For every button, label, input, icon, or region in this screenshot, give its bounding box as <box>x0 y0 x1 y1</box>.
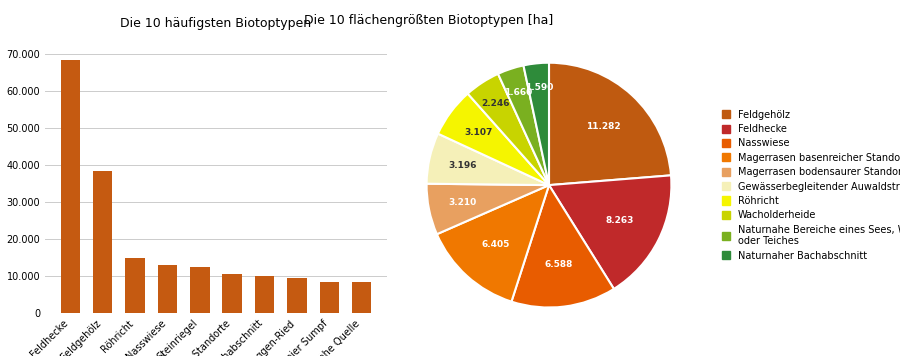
Title: Die 10 häufigsten Biotoptypen: Die 10 häufigsten Biotoptypen <box>121 17 311 30</box>
Text: Die 10 flächengrößten Biotoptypen [ha]: Die 10 flächengrößten Biotoptypen [ha] <box>304 14 554 27</box>
Bar <box>352 282 372 313</box>
Text: 11.282: 11.282 <box>586 122 620 131</box>
Wedge shape <box>427 184 549 234</box>
Text: 2.246: 2.246 <box>482 99 509 108</box>
Bar <box>287 278 307 313</box>
Wedge shape <box>427 134 549 185</box>
Bar <box>60 60 80 313</box>
Legend: Feldgehölz, Feldhecke, Nasswiese, Magerrasen basenreicher Standorte, Magerrasen : Feldgehölz, Feldhecke, Nasswiese, Magerr… <box>722 110 900 261</box>
Wedge shape <box>549 176 671 289</box>
Wedge shape <box>438 94 549 185</box>
Text: 1.660: 1.660 <box>504 88 532 97</box>
Text: 3.210: 3.210 <box>448 198 477 207</box>
Bar <box>320 282 339 313</box>
Text: 3.196: 3.196 <box>449 161 477 170</box>
Wedge shape <box>524 63 549 185</box>
Wedge shape <box>498 66 549 185</box>
Text: 8.263: 8.263 <box>606 216 634 225</box>
Text: 6.588: 6.588 <box>544 260 573 268</box>
Text: 3.107: 3.107 <box>464 128 492 137</box>
Bar <box>125 258 145 313</box>
Bar <box>93 171 112 313</box>
Wedge shape <box>468 74 549 185</box>
Bar <box>158 265 177 313</box>
Text: 6.405: 6.405 <box>482 240 509 248</box>
Text: 1.590: 1.590 <box>525 83 553 92</box>
Wedge shape <box>511 185 614 308</box>
Wedge shape <box>549 63 671 185</box>
Wedge shape <box>436 185 549 302</box>
Bar <box>255 276 274 313</box>
Bar <box>222 274 242 313</box>
Bar <box>190 267 210 313</box>
